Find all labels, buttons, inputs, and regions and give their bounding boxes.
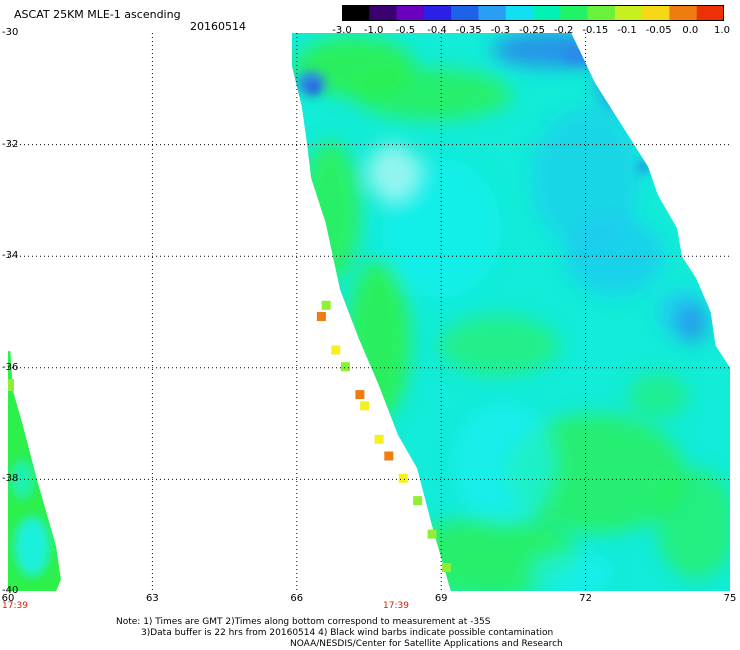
field-green — [627, 373, 688, 418]
colorbar-swatch — [614, 5, 643, 21]
pass-time-right: 17:39 — [383, 601, 409, 611]
field-green — [439, 315, 559, 376]
swath-edge-cell — [321, 300, 331, 310]
x-tick-label: 60 — [1, 593, 15, 604]
field-cyan — [453, 402, 554, 523]
map-title: ASCAT 25KM MLE-1 ascending — [14, 8, 181, 21]
swath-edge-cell — [316, 312, 326, 321]
field-green — [351, 68, 512, 121]
pass-time-left: 17:39 — [2, 601, 28, 611]
colorbar-tick-label: -0.2 — [553, 25, 574, 36]
colorbar-tick-label: -1.0 — [363, 25, 384, 36]
swath-edge-cell — [360, 401, 370, 411]
colorbar-tick-label: -0.15 — [582, 25, 609, 36]
x-tick-label: 72 — [579, 593, 592, 604]
colorbar-swatch — [642, 5, 671, 21]
colorbar-border — [342, 5, 724, 21]
colorbar-tick-label: 1.0 — [714, 25, 730, 36]
note-line-1: Note: 1) Times are GMT 2)Times along bot… — [116, 617, 491, 627]
y-tick-label: -36 — [2, 361, 19, 373]
colorbar-swatch — [369, 5, 398, 21]
swath-left-cyan — [10, 459, 35, 500]
x-tick-label: 69 — [434, 593, 448, 604]
colorbar-swatch — [587, 5, 616, 21]
feature-deep-blue-small — [639, 161, 648, 172]
swath-edge-cell — [374, 434, 384, 444]
field-light — [367, 144, 420, 201]
field-green — [656, 469, 730, 579]
colorbar-swatch — [478, 5, 507, 21]
swath-edge-cell — [384, 451, 394, 461]
colorbar-tick-label: -0.3 — [490, 25, 511, 36]
colorbar — [342, 5, 724, 21]
swath-edge-cell — [427, 529, 437, 539]
note-line-2: 3)Data buffer is 22 hrs from 20160514 4)… — [141, 628, 554, 638]
swath-edge-cell — [331, 345, 341, 355]
colorbar-swatch — [342, 5, 370, 21]
colorbar-tick-label: -0.5 — [395, 25, 416, 36]
colorbar-tick-label: -0.25 — [519, 25, 545, 36]
swath-edge-cell — [355, 390, 365, 400]
swath-edge-cell — [442, 563, 451, 573]
map-plot-area — [8, 33, 730, 591]
colorbar-tick-label: -0.4 — [427, 25, 447, 36]
field-cyan — [381, 158, 502, 299]
field-blue — [675, 303, 708, 344]
swath-edge-cell — [398, 473, 408, 483]
colorbar-swatch — [451, 5, 480, 21]
swath-edge-cell — [413, 496, 423, 506]
feature-deep-blue — [306, 82, 321, 95]
colorbar-tick-label: 0.0 — [682, 25, 699, 36]
swath-left-cyan — [14, 516, 51, 577]
field-light-blue — [530, 108, 641, 249]
colorbar-tick-label: -3.0 — [332, 25, 352, 36]
swath-left-edge — [8, 379, 14, 391]
field-cyan — [531, 554, 612, 591]
swath-edge-cell — [340, 362, 350, 372]
colorbar-swatch — [696, 5, 724, 21]
colorbar-swatch — [423, 5, 452, 21]
grid-lines — [8, 33, 730, 591]
colorbar-tick-label: -0.05 — [645, 25, 672, 36]
swath-main-field — [294, 33, 730, 591]
y-tick-label: -34 — [2, 250, 19, 262]
colorbar-swatch — [533, 5, 561, 21]
swath-left — [8, 351, 61, 591]
y-tick-label: -40 — [2, 585, 19, 596]
field-light-blue — [564, 216, 665, 297]
colorbar-swatch — [396, 5, 425, 21]
x-tick-label: 66 — [290, 593, 304, 604]
x-tick-label: 63 — [146, 593, 159, 604]
colorbar-tick-label: -0.35 — [455, 25, 482, 36]
colorbar-tick-label: -0.1 — [617, 25, 637, 36]
x-tick-label: 75 — [723, 593, 737, 604]
y-tick-label: -30 — [2, 27, 19, 38]
note-line-3: NOAA/NESDIS/Center for Satellite Applica… — [290, 639, 563, 649]
y-tick-label: -38 — [2, 473, 19, 485]
y-tick-label: -32 — [2, 138, 19, 150]
map-date: 20160514 — [190, 20, 246, 33]
swath-main — [292, 33, 730, 591]
colorbar-swatch — [505, 5, 534, 21]
colorbar-swatch — [560, 5, 589, 21]
colorbar-swatch — [669, 5, 698, 21]
